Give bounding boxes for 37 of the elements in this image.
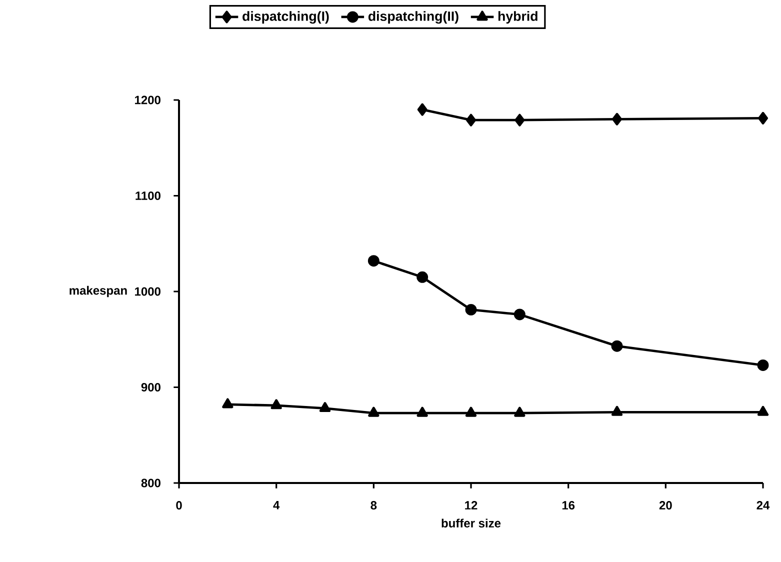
point	[368, 255, 380, 267]
x-tick-label: 24	[756, 501, 770, 510]
y-tick-label: 1200	[135, 96, 160, 104]
point	[416, 271, 428, 283]
y-tick-label: 800	[141, 478, 160, 488]
y-tick-label: 1000	[135, 287, 160, 296]
point	[465, 304, 477, 316]
point	[611, 406, 623, 416]
point	[612, 112, 622, 126]
point	[270, 399, 282, 410]
point	[368, 406, 380, 417]
point	[319, 402, 331, 412]
point	[417, 103, 428, 116]
legend-label: hybrid	[498, 11, 538, 24]
x-tick-label: 0	[176, 501, 182, 510]
point	[514, 308, 526, 320]
point	[514, 114, 525, 126]
point	[222, 398, 234, 408]
x-tick-label: 16	[562, 501, 575, 510]
x-tick-label: 12	[465, 501, 478, 510]
legend-label: dispatching(I)	[242, 11, 329, 24]
point	[416, 406, 428, 417]
y-axis-title: makespan	[70, 286, 127, 298]
point	[758, 112, 768, 124]
point	[757, 406, 769, 416]
point	[514, 406, 526, 417]
y-tick-label: 900	[141, 382, 160, 392]
x-tick-label: 20	[659, 501, 672, 510]
point	[465, 406, 477, 417]
point	[611, 340, 623, 352]
legend-label: dispatching(II)	[368, 11, 458, 24]
x-tick-label: 4	[273, 501, 280, 510]
point	[466, 114, 476, 126]
x-axis-title: buffer size	[442, 518, 501, 528]
x-tick-label: 8	[370, 501, 377, 510]
point	[757, 359, 769, 371]
y-tick-label: 1100	[136, 191, 160, 200]
